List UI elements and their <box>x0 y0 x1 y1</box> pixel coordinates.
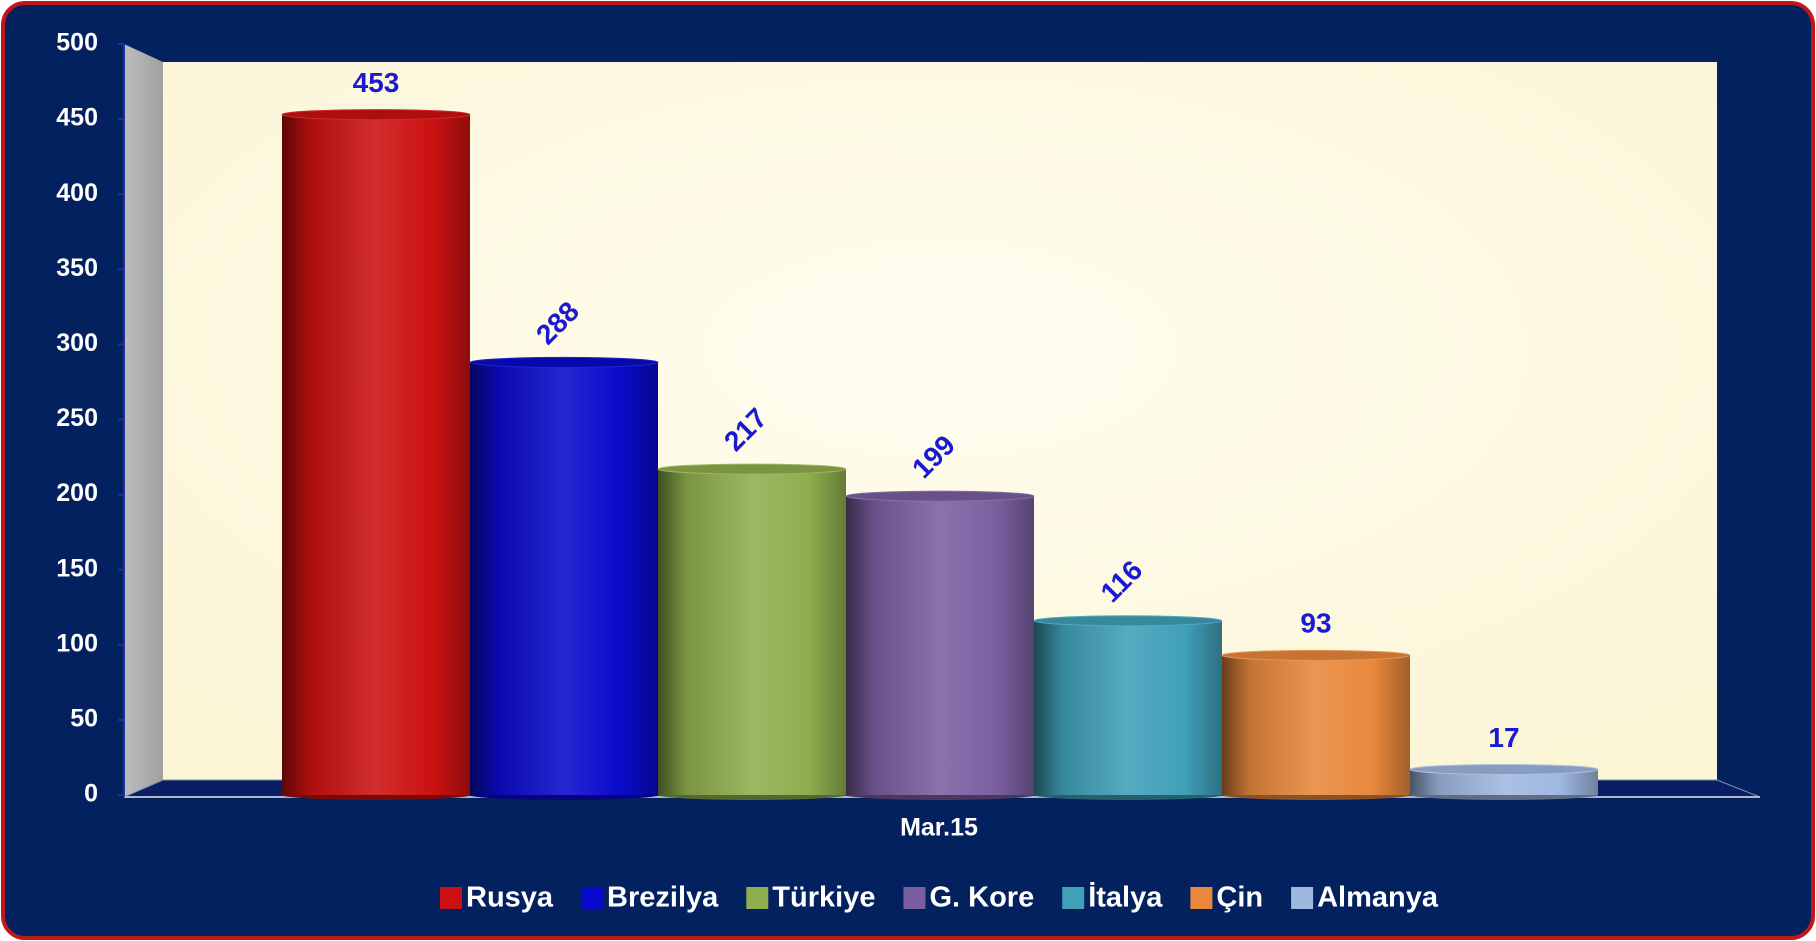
legend-label: Almanya <box>1317 882 1439 914</box>
legend-label: Çin <box>1216 882 1263 914</box>
bar <box>658 469 846 795</box>
legend: Rusya Brezilya Türkiye G. Kore İtalya Çin Alma… <box>440 882 1439 914</box>
y-tick-label: 300 <box>56 329 98 357</box>
legend-swatch <box>440 887 463 909</box>
y-tick-label: 150 <box>56 554 98 582</box>
x-tick-label: Mar.15 <box>900 814 978 842</box>
legend-label: Brezilya <box>607 882 719 914</box>
y-tick-label: 500 <box>56 29 98 57</box>
legend-label: İtalya <box>1088 882 1163 914</box>
bar <box>1222 655 1410 795</box>
side-wall <box>124 44 163 797</box>
legend-label: Rusya <box>466 882 554 914</box>
plot-layer: 050100150200250300350400450500Mar.154532… <box>56 29 1599 914</box>
value-label: 453 <box>353 67 400 98</box>
value-label: 93 <box>1300 608 1331 639</box>
legend-swatch <box>1190 887 1213 909</box>
legend-swatch <box>1291 887 1314 909</box>
y-tick-label: 50 <box>70 705 98 733</box>
value-label: 17 <box>1488 722 1519 753</box>
legend-swatch <box>581 887 604 909</box>
bar-cap <box>1409 763 1599 775</box>
legend-swatch <box>1062 887 1085 909</box>
y-tick-label: 450 <box>56 104 98 132</box>
y-tick-label: 250 <box>56 404 98 432</box>
y-tick-label: 350 <box>56 254 98 282</box>
bar-cap <box>469 356 659 368</box>
bar-cap <box>845 490 1035 502</box>
y-tick-label: 100 <box>56 629 98 657</box>
y-tick-label: 200 <box>56 479 98 507</box>
bar <box>1034 620 1222 795</box>
y-tick-label: 0 <box>84 780 98 808</box>
legend-swatch <box>903 887 926 909</box>
y-tick-label: 400 <box>56 179 98 207</box>
legend-label: G. Kore <box>929 882 1034 914</box>
bar <box>470 362 658 795</box>
legend-label: Türkiye <box>772 882 875 914</box>
bar-cap <box>657 463 847 475</box>
bar <box>282 114 470 796</box>
legend-swatch <box>746 887 769 909</box>
bar-cap <box>1033 615 1223 627</box>
bar-cap <box>1221 649 1411 661</box>
bar-cap <box>281 109 471 121</box>
bar <box>846 496 1034 795</box>
